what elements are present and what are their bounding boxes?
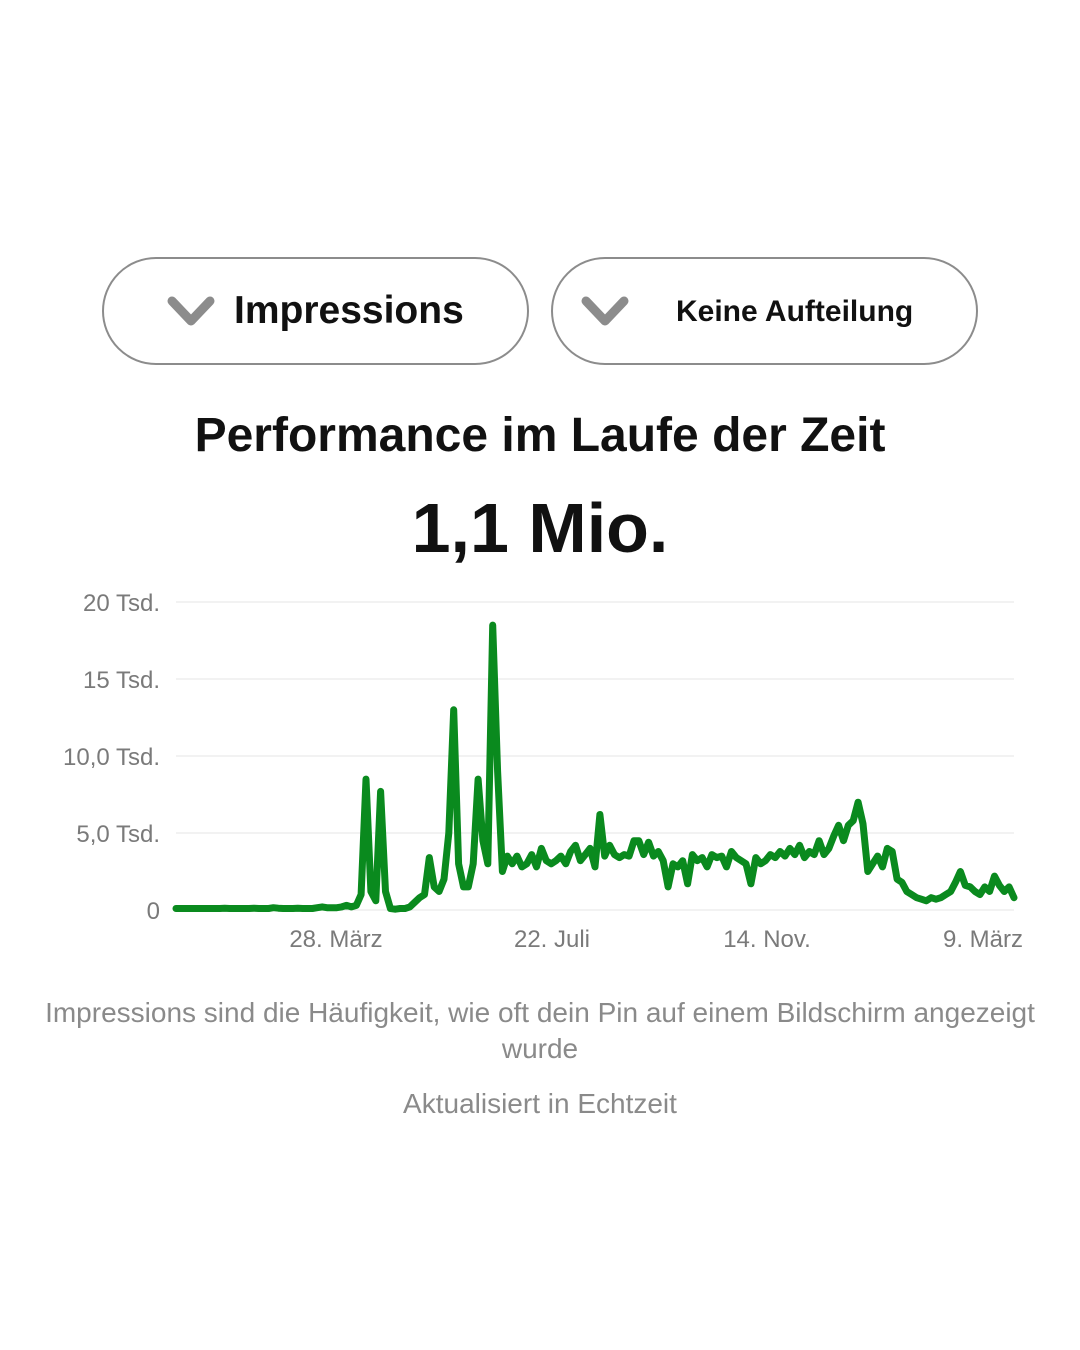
- y-tick-label: 15 Tsd.: [83, 667, 160, 694]
- chevron-down-icon: [581, 296, 629, 326]
- y-tick-label: 20 Tsd.: [83, 590, 160, 617]
- x-tick-label: 14. Nov.: [723, 926, 811, 953]
- impressions-series-line: [172, 621, 1018, 913]
- impressions-chart: 0 5,0 Tsd. 10,0 Tsd. 15 Tsd. 20 Tsd. 28. März…: [63, 590, 1023, 953]
- x-tick-label: 22. Juli: [514, 926, 590, 953]
- metric-selector[interactable]: Impressions: [102, 257, 529, 365]
- metric-description: Impressions sind die Häufigkeit, wie oft…: [45, 997, 1035, 1064]
- y-tick-label: 10,0 Tsd.: [63, 744, 160, 771]
- breakdown-selector-label: Keine Aufteilung: [676, 295, 914, 328]
- update-note: Aktualisiert in Echtzeit: [403, 1088, 677, 1119]
- chart-title: Performance im Laufe der Zeit: [194, 409, 886, 462]
- y-tick-label: 5,0 Tsd.: [76, 821, 160, 848]
- chevron-down-icon: [167, 296, 215, 326]
- metric-selector-label: Impressions: [234, 289, 464, 332]
- x-tick-label: 9. März: [943, 926, 1023, 953]
- total-impressions: 1,1 Mio.: [411, 489, 669, 567]
- x-tick-label: 28. März: [289, 926, 382, 953]
- y-tick-label: 0: [147, 898, 160, 925]
- breakdown-selector[interactable]: Keine Aufteilung: [551, 257, 978, 365]
